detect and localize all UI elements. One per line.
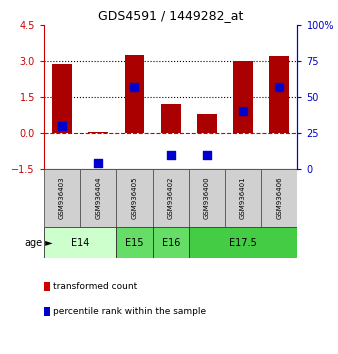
Text: GSM936403: GSM936403: [59, 177, 65, 219]
Bar: [88, 132, 108, 133]
Bar: [152, 169, 189, 227]
Point: [59, 123, 65, 129]
Point: [96, 161, 101, 166]
Bar: [197, 114, 217, 133]
Text: GSM936404: GSM936404: [95, 177, 101, 219]
Bar: [44, 169, 80, 227]
Bar: [233, 61, 253, 133]
Bar: [52, 64, 72, 133]
Point: [276, 84, 282, 90]
Text: E14: E14: [71, 238, 89, 248]
Point: [132, 84, 137, 90]
Bar: [189, 169, 225, 227]
Point: [240, 109, 246, 114]
Text: E16: E16: [162, 238, 180, 248]
Text: percentile rank within the sample: percentile rank within the sample: [53, 307, 207, 316]
Text: GSM936400: GSM936400: [204, 177, 210, 219]
Bar: [225, 169, 261, 227]
Point: [204, 152, 210, 158]
Text: E15: E15: [125, 238, 144, 248]
Bar: [116, 169, 152, 227]
Bar: [124, 55, 144, 133]
Text: GSM936401: GSM936401: [240, 177, 246, 219]
Text: ►: ►: [42, 238, 53, 248]
Bar: [261, 169, 297, 227]
Title: GDS4591 / 1449282_at: GDS4591 / 1449282_at: [98, 9, 243, 22]
Bar: [80, 169, 116, 227]
Bar: [189, 227, 297, 258]
Point: [168, 152, 173, 158]
Bar: [44, 227, 116, 258]
Bar: [269, 56, 289, 133]
Bar: [152, 227, 189, 258]
Text: E17.5: E17.5: [229, 238, 257, 248]
Bar: [161, 104, 180, 133]
Text: transformed count: transformed count: [53, 282, 138, 291]
Text: age: age: [24, 238, 42, 248]
Text: GSM936405: GSM936405: [131, 177, 138, 219]
Text: GSM936406: GSM936406: [276, 177, 282, 219]
Text: GSM936402: GSM936402: [168, 177, 174, 219]
Bar: [116, 227, 152, 258]
